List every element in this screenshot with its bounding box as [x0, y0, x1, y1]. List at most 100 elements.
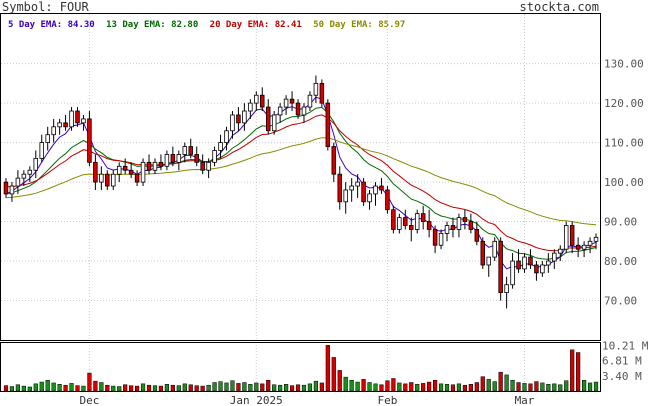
volume-bar	[587, 382, 593, 392]
candle-body	[432, 229, 438, 246]
candle-body	[373, 185, 378, 195]
volume-bar	[331, 357, 336, 392]
volume-bar	[254, 382, 259, 392]
candle-body	[438, 233, 444, 246]
candle-body	[194, 154, 199, 163]
candle-body	[69, 110, 74, 128]
volume-bar	[558, 384, 563, 392]
candle-body	[182, 146, 188, 155]
volume-bar	[379, 384, 384, 392]
candle-body	[105, 173, 110, 187]
candle-body	[325, 102, 331, 147]
candle-body	[361, 181, 366, 203]
volume-bar	[504, 374, 509, 392]
grid	[1, 14, 600, 391]
candle-body	[99, 173, 104, 183]
candle-body	[164, 154, 170, 167]
candle-body	[510, 260, 515, 286]
volume-tick-label: 10.21 M	[602, 339, 649, 352]
candle-body	[540, 264, 545, 274]
volume-bar	[397, 382, 402, 392]
candle-body	[33, 157, 39, 171]
volume-bar	[516, 382, 521, 392]
volume-bar	[33, 383, 38, 392]
candle-body	[57, 122, 62, 128]
candle-body	[307, 94, 313, 108]
volume-bar	[81, 385, 86, 392]
volume-bar	[93, 380, 98, 392]
volume-bar	[415, 384, 420, 392]
volume-bar	[367, 382, 372, 392]
axes: 130.00 120.00 110.00 100.00 90.00 80.00 70.00 1…	[0, 13, 649, 406]
candle-body	[409, 225, 414, 230]
candle-body	[552, 252, 557, 262]
volume-bar	[111, 385, 116, 392]
volume-bar	[361, 379, 366, 392]
candle-body	[206, 161, 211, 171]
volume-bar	[69, 383, 74, 392]
candle-body	[569, 225, 575, 246]
candle-body	[498, 240, 503, 294]
brand-label: stockta.com	[519, 0, 599, 14]
candle-body	[420, 213, 426, 222]
volume-bar	[409, 382, 414, 392]
candle-body	[504, 284, 509, 294]
volume-bar	[63, 384, 68, 392]
candle-body	[122, 165, 128, 171]
legend-ema50: 50 Day EMA: 85.97	[313, 20, 406, 30]
candle-body	[271, 114, 277, 132]
candle-body	[581, 244, 587, 250]
candle-body	[236, 114, 241, 124]
candle-body	[277, 106, 283, 116]
price-tick-label: 130.00	[604, 58, 644, 71]
candle-body	[546, 260, 551, 266]
candle-body	[355, 181, 360, 187]
volume-bar	[301, 384, 307, 392]
candle-body	[260, 94, 265, 108]
candle-body	[134, 173, 140, 183]
volume-bar	[433, 380, 438, 392]
legend-ema20: 20 Day EMA: 82.41	[209, 20, 302, 30]
volume-bar	[45, 380, 50, 392]
candle-body	[492, 240, 497, 258]
volume-bar	[272, 384, 277, 392]
candle-body	[218, 142, 223, 151]
legend-ema13: 13 Day EMA: 82.80	[106, 20, 199, 30]
candle-body	[385, 189, 390, 211]
candle-body	[301, 106, 307, 116]
volume-bar	[510, 380, 515, 392]
volume-bar	[206, 384, 211, 392]
volume-bar	[450, 384, 456, 392]
volume-bar	[248, 384, 253, 392]
candle-body	[254, 94, 259, 104]
candle-body	[81, 118, 86, 124]
candle-body	[486, 256, 491, 266]
symbol-label: Symbol: FOUR	[2, 0, 89, 14]
candle-body	[474, 229, 480, 242]
volume-bar	[522, 383, 527, 392]
volume-bar	[564, 380, 569, 392]
candle-body	[39, 142, 44, 159]
volume-bar	[552, 383, 557, 392]
price-tick-label: 100.00	[604, 176, 644, 189]
candle-body	[63, 122, 68, 128]
ema-lines	[5, 96, 597, 270]
volume-bar	[176, 385, 181, 392]
volume-bar	[528, 383, 533, 392]
candle-body	[75, 110, 80, 124]
volume-bar	[3, 385, 9, 392]
volume-bar	[427, 381, 432, 392]
candle-body	[462, 217, 468, 222]
candle-body	[516, 260, 521, 270]
volume-bar	[57, 384, 62, 392]
candle-body	[230, 114, 235, 132]
x-tick-label: Jan 2025	[230, 394, 283, 406]
volume-bar	[462, 384, 467, 392]
volume-bar	[355, 381, 360, 392]
volume-bar	[313, 380, 318, 392]
volume-bar	[140, 383, 146, 392]
volume-bar	[325, 345, 330, 392]
candle-body	[146, 161, 152, 171]
candle-body	[93, 161, 98, 183]
volume-bar	[438, 383, 444, 392]
